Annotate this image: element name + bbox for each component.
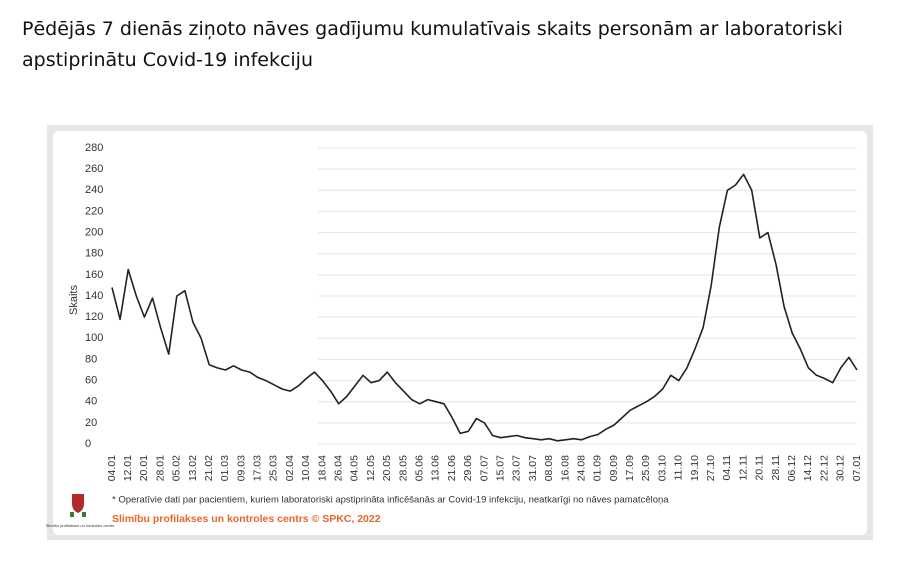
x-tick-label: 20.01: [138, 455, 150, 481]
y-tick-label: 140: [85, 290, 103, 302]
x-tick-label: 06.12: [786, 455, 798, 481]
logo-text: Slimību profilakses un kontroles centrs: [46, 523, 114, 528]
x-tick-label: 28.05: [397, 455, 409, 481]
page-title: Pēdējās 7 dienās ziņoto nāves gadījumu k…: [22, 18, 843, 71]
logo-leaf: [70, 512, 74, 517]
y-tick-label: 80: [85, 353, 97, 365]
chart-card: [53, 131, 867, 535]
x-tick-label: 20.11: [754, 455, 766, 481]
x-tick-label: 04.11: [721, 455, 733, 481]
x-tick-label: 05.02: [171, 455, 183, 481]
y-tick-label: 0: [85, 438, 91, 450]
y-tick-label: 20: [85, 417, 97, 429]
x-tick-label: 31.07: [527, 455, 539, 481]
x-tick-label: 17.09: [624, 455, 636, 481]
x-tick-label: 01.03: [219, 455, 231, 481]
y-tick-label: 180: [85, 248, 103, 260]
x-tick-label: 08.08: [543, 455, 555, 481]
logo: [70, 494, 86, 517]
x-tick-label: 20.05: [381, 455, 393, 481]
y-tick-label: 100: [85, 332, 103, 344]
y-tick-label: 160: [85, 269, 103, 281]
x-tick-label: 27.10: [705, 455, 717, 481]
x-tick-label: 21.02: [203, 455, 215, 481]
y-tick-label: 260: [85, 163, 103, 175]
y-tick-label: 120: [85, 311, 103, 323]
x-tick-label: 25.03: [268, 455, 280, 481]
x-tick-label: 03.10: [656, 455, 668, 481]
x-tick-label: 26.04: [333, 455, 345, 481]
x-tick-label: 29.06: [462, 455, 474, 481]
x-tick-label: 19.10: [689, 455, 701, 481]
x-tick-label: 24.08: [575, 455, 587, 481]
x-tick-label: 28.11: [770, 455, 782, 481]
x-tick-label: 09.03: [235, 455, 247, 481]
source: Slimību profilakses un kontroles centrs …: [112, 513, 381, 525]
y-tick-label: 40: [85, 396, 97, 408]
x-tick-label: 09.09: [608, 455, 620, 481]
x-tick-label: 13.06: [430, 455, 442, 481]
x-tick-label: 23.07: [511, 455, 523, 481]
x-tick-label: 01.09: [592, 455, 604, 481]
x-tick-label: 30.12: [835, 455, 847, 481]
x-tick-label: 13.02: [187, 455, 199, 481]
data-line: [111, 173, 858, 442]
x-tick-label: 10.04: [300, 455, 312, 481]
x-tick-label: 04.01: [106, 455, 118, 481]
y-tick-label: 240: [85, 184, 103, 196]
y-tick-label: 220: [85, 205, 103, 217]
x-tick-label: 04.05: [349, 455, 361, 481]
x-tick-label: 12.05: [365, 455, 377, 481]
logo-leaf: [82, 512, 86, 517]
x-tick-label: 12.01: [122, 455, 134, 481]
x-tick-label: 05.06: [413, 455, 425, 481]
y-tick-label: 200: [85, 226, 103, 238]
x-tick-label: 25.09: [640, 455, 652, 481]
x-tick-label: 21.06: [446, 455, 458, 481]
x-tick-label: 11.10: [673, 455, 685, 481]
x-tick-label: 02.04: [284, 455, 296, 481]
x-tick-label: 18.04: [316, 455, 328, 481]
logo-shield: [72, 494, 84, 513]
y-axis-label: Skaits: [68, 285, 80, 315]
footnote: * Operatīvie dati par pacientiem, kuriem…: [112, 495, 669, 506]
x-tick-label: 28.01: [154, 455, 166, 481]
x-tick-label: 14.12: [802, 455, 814, 481]
x-tick-label: 17.03: [252, 455, 264, 481]
x-tick-label: 22.12: [818, 455, 830, 481]
y-tick-label: 280: [85, 142, 103, 154]
x-tick-label: 07.01: [851, 455, 863, 481]
y-tick-label: 60: [85, 374, 97, 386]
x-tick-label: 15.07: [494, 455, 506, 481]
x-tick-label: 12.11: [737, 455, 749, 481]
x-tick-label: 16.08: [559, 455, 571, 481]
x-tick-label: 07.07: [478, 455, 490, 481]
